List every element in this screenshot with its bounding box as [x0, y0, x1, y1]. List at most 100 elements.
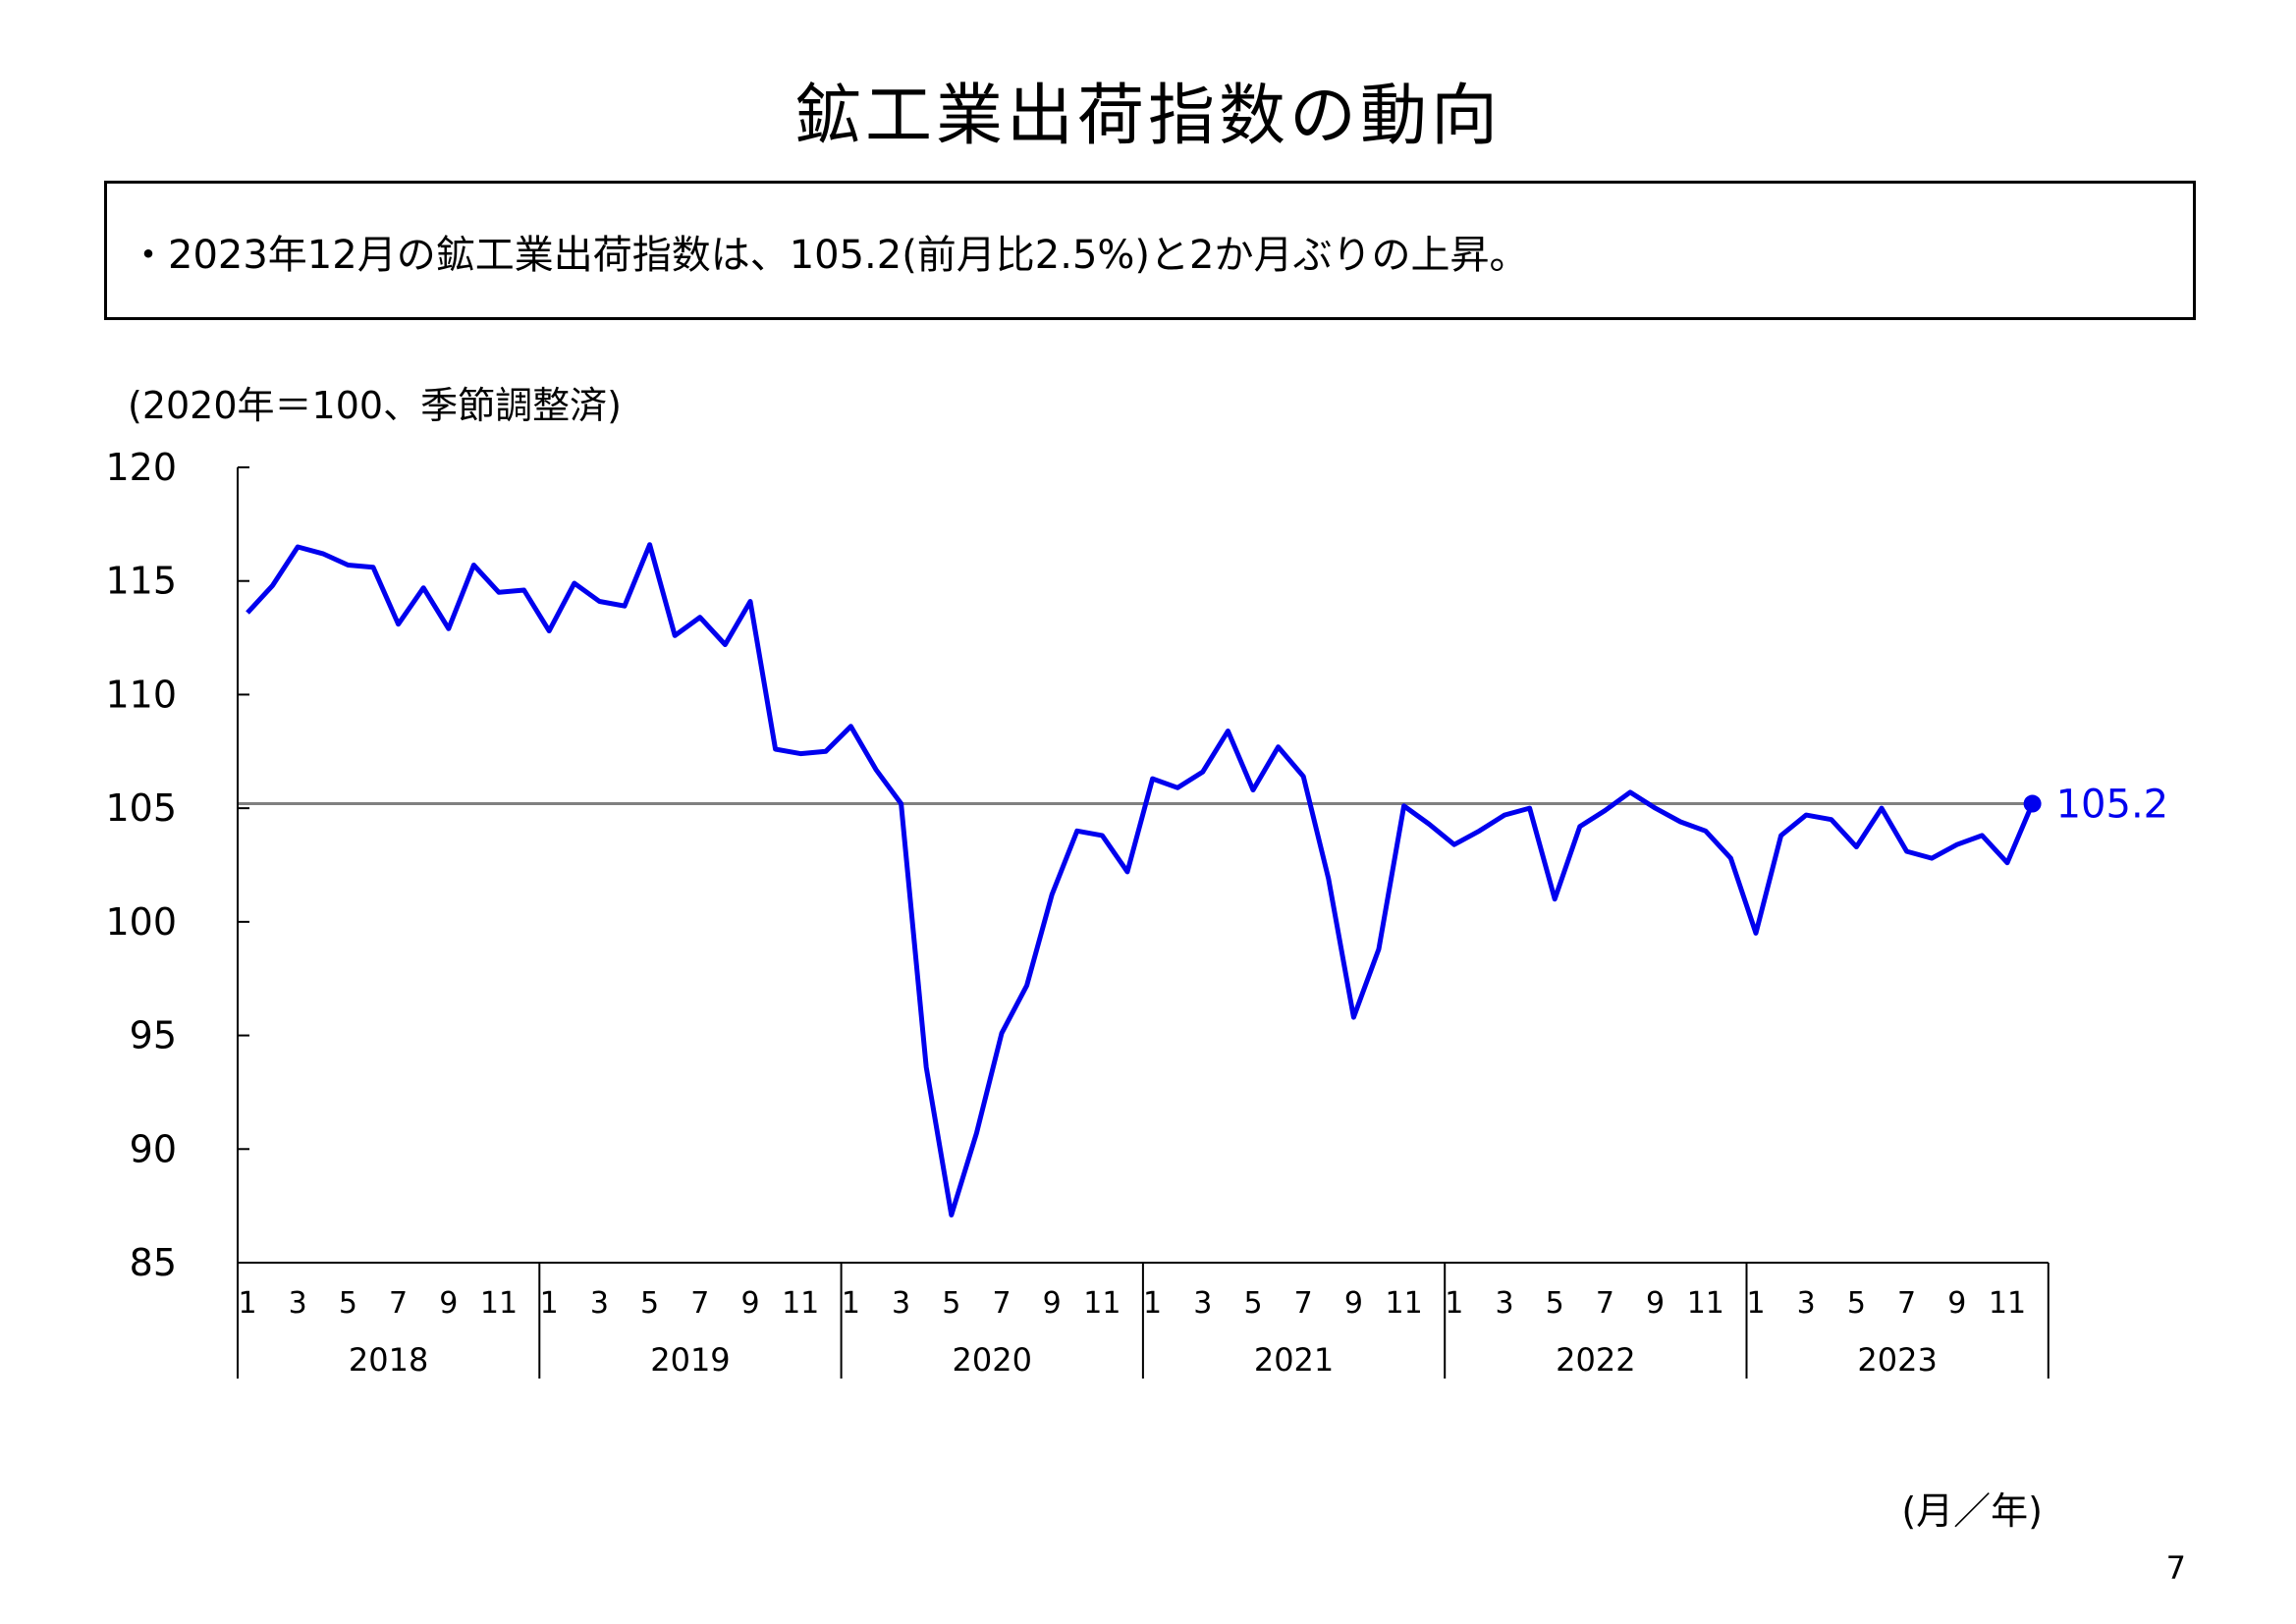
data-point	[950, 1213, 954, 1217]
data-point	[1025, 984, 1029, 988]
y-tick-label: 95	[130, 1014, 177, 1057]
x-axis-unit-label: (月／年)	[1901, 1489, 2043, 1533]
data-point	[824, 749, 828, 753]
data-point	[1175, 785, 1179, 789]
data-point	[1654, 806, 1658, 810]
month-tick-label: 3	[892, 1286, 910, 1321]
month-tick-label: 11	[1083, 1286, 1121, 1321]
page-number: 7	[2165, 1549, 2186, 1587]
month-tick-label: 3	[1193, 1286, 1212, 1321]
data-point	[1779, 834, 1783, 838]
data-point	[497, 590, 501, 594]
data-point	[1854, 844, 1858, 848]
data-point	[698, 616, 702, 620]
chart-unit-note: (2020年＝100、季節調整済)	[128, 384, 622, 427]
data-point	[1427, 822, 1431, 826]
data-point	[1050, 893, 1054, 896]
data-point	[1830, 818, 1833, 822]
month-tick-label: 1	[540, 1286, 559, 1321]
data-point	[1201, 770, 1205, 774]
data-point	[723, 643, 727, 647]
latest-value-label: 105.2	[2056, 783, 2169, 828]
data-point	[774, 747, 778, 751]
data-point	[321, 552, 325, 556]
data-point	[798, 752, 802, 756]
month-tick-label: 3	[590, 1286, 609, 1321]
data-point	[421, 586, 425, 590]
data-point	[924, 1065, 928, 1069]
data-point	[397, 623, 401, 626]
series-line	[246, 542, 2035, 1218]
data-point	[471, 564, 475, 568]
data-point	[648, 543, 652, 547]
data-point	[1125, 870, 1129, 874]
data-point	[748, 600, 752, 604]
data-point	[447, 626, 451, 630]
data-point	[1930, 856, 1934, 860]
data-point	[522, 588, 526, 592]
data-point	[1075, 829, 1079, 833]
data-point	[874, 768, 878, 772]
month-tick-label: 1	[1445, 1286, 1463, 1321]
y-tick-label: 110	[105, 673, 177, 716]
month-tick-label: 1	[1143, 1286, 1162, 1321]
year-label: 2021	[1254, 1341, 1334, 1379]
data-point	[1000, 1031, 1004, 1035]
month-tick-label: 5	[339, 1286, 357, 1321]
year-label: 2022	[1556, 1341, 1635, 1379]
data-point	[1880, 806, 1884, 810]
data-point	[296, 545, 300, 549]
month-tick-label: 11	[1386, 1286, 1423, 1321]
month-tick-label: 3	[1797, 1286, 1816, 1321]
y-tick-label: 105	[105, 786, 177, 830]
data-point	[1151, 777, 1155, 781]
month-tick-label: 9	[1646, 1286, 1665, 1321]
month-tick-label: 11	[1687, 1286, 1724, 1321]
month-tick-label: 1	[238, 1286, 256, 1321]
summary-box: ・2023年12月の鉱工業出荷指数は、105.2(前月比2.5%)と2か月ぶりの…	[104, 181, 2196, 320]
data-point	[1503, 813, 1506, 817]
month-tick-label: 5	[942, 1286, 960, 1321]
data-point	[1628, 790, 1632, 794]
y-tick-label: 85	[130, 1241, 177, 1284]
month-tick-label: 1	[842, 1286, 860, 1321]
data-point	[1578, 825, 1582, 829]
data-point	[848, 725, 852, 729]
data-point	[1704, 829, 1708, 833]
data-point	[1728, 856, 1732, 860]
data-point	[1553, 897, 1557, 901]
month-tick-label: 7	[690, 1286, 709, 1321]
month-tick-label: 11	[782, 1286, 819, 1321]
month-tick-label: 9	[1043, 1286, 1062, 1321]
data-point	[1402, 804, 1406, 808]
page-title: 鉱工業出荷指数の動向	[793, 78, 1502, 155]
month-tick-label: 9	[1344, 1286, 1363, 1321]
y-tick-label: 120	[105, 446, 177, 489]
month-tick-label: 9	[740, 1286, 759, 1321]
data-point	[900, 802, 903, 806]
month-tick-label: 7	[1294, 1286, 1313, 1321]
month-tick-label: 3	[1495, 1286, 1513, 1321]
month-tick-label: 7	[389, 1286, 408, 1321]
data-point	[623, 604, 627, 608]
data-point	[1754, 931, 1758, 935]
data-point	[1603, 808, 1607, 812]
year-label: 2023	[1857, 1341, 1937, 1379]
year-label: 2018	[349, 1341, 428, 1379]
data-point	[1351, 1015, 1355, 1019]
summary-text: ・2023年12月の鉱工業出荷指数は、105.2(前月比2.5%)と2か月ぶりの…	[129, 233, 1529, 278]
month-tick-label: 5	[1546, 1286, 1564, 1321]
month-tick-label: 5	[1847, 1286, 1866, 1321]
data-point	[1905, 849, 1909, 853]
data-point	[246, 611, 249, 615]
month-tick-label: 7	[1897, 1286, 1916, 1321]
data-point	[1678, 820, 1682, 824]
month-tick-label: 11	[480, 1286, 518, 1321]
y-tick-label: 115	[105, 560, 177, 603]
year-label: 2020	[953, 1341, 1032, 1379]
data-point	[371, 566, 375, 569]
data-point	[974, 1131, 978, 1135]
data-point	[1277, 745, 1281, 749]
data-point	[2005, 861, 2009, 865]
data-point	[346, 564, 350, 568]
